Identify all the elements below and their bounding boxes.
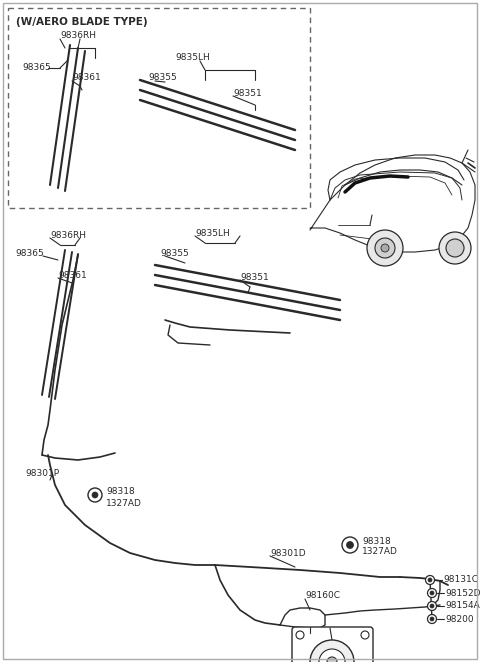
Circle shape bbox=[430, 604, 434, 608]
Text: 98361: 98361 bbox=[72, 73, 101, 83]
Circle shape bbox=[361, 631, 369, 639]
Circle shape bbox=[428, 578, 432, 582]
Circle shape bbox=[296, 631, 304, 639]
Circle shape bbox=[327, 657, 337, 662]
FancyBboxPatch shape bbox=[292, 627, 373, 662]
Text: 98365: 98365 bbox=[15, 248, 44, 258]
Text: 98301D: 98301D bbox=[270, 549, 306, 557]
Circle shape bbox=[92, 492, 98, 498]
Text: 9835LH: 9835LH bbox=[195, 228, 230, 238]
Bar bbox=[8, 8, 310, 208]
Text: 98355: 98355 bbox=[148, 73, 177, 83]
Text: 98200: 98200 bbox=[445, 614, 474, 624]
Text: 98160C: 98160C bbox=[305, 591, 340, 600]
Text: 98131C: 98131C bbox=[443, 575, 478, 585]
Circle shape bbox=[342, 537, 358, 553]
Text: 98318: 98318 bbox=[106, 487, 135, 496]
Text: 9836RH: 9836RH bbox=[50, 230, 86, 240]
Text: 9836RH: 9836RH bbox=[60, 32, 96, 40]
Text: 98301P: 98301P bbox=[25, 469, 59, 477]
Text: 98154A: 98154A bbox=[445, 602, 480, 610]
Circle shape bbox=[425, 575, 434, 585]
Text: 98351: 98351 bbox=[240, 273, 269, 281]
Circle shape bbox=[381, 244, 389, 252]
Text: 9835LH: 9835LH bbox=[175, 54, 210, 62]
Circle shape bbox=[430, 617, 434, 621]
Circle shape bbox=[319, 649, 345, 662]
Text: 98152D: 98152D bbox=[445, 589, 480, 598]
Circle shape bbox=[430, 591, 434, 595]
Text: 98355: 98355 bbox=[160, 248, 189, 258]
Circle shape bbox=[428, 602, 436, 610]
Circle shape bbox=[428, 589, 436, 598]
Text: 1327AD: 1327AD bbox=[362, 547, 398, 557]
Text: 98361: 98361 bbox=[58, 271, 87, 279]
Circle shape bbox=[347, 542, 353, 549]
Circle shape bbox=[367, 230, 403, 266]
Text: 98318: 98318 bbox=[362, 536, 391, 545]
Text: 98351: 98351 bbox=[233, 89, 262, 97]
Circle shape bbox=[375, 238, 395, 258]
Circle shape bbox=[428, 614, 436, 624]
Circle shape bbox=[446, 239, 464, 257]
Text: (W/AERO BLADE TYPE): (W/AERO BLADE TYPE) bbox=[16, 17, 148, 27]
Text: 1327AD: 1327AD bbox=[106, 498, 142, 508]
Circle shape bbox=[439, 232, 471, 264]
Circle shape bbox=[88, 488, 102, 502]
Text: 98365: 98365 bbox=[22, 64, 51, 73]
Circle shape bbox=[310, 640, 354, 662]
